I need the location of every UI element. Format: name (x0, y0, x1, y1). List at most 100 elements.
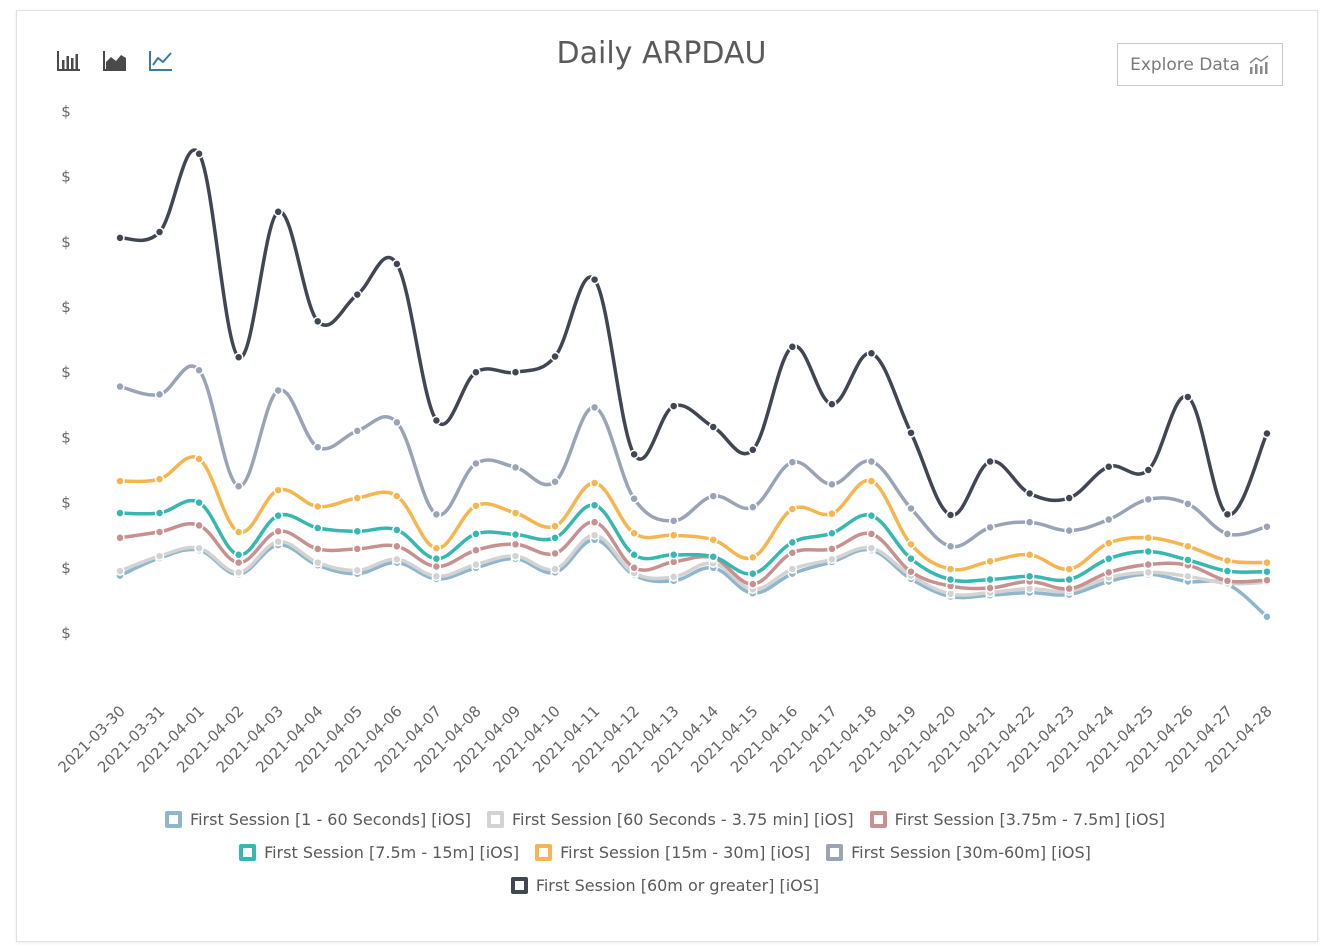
data-point (787, 564, 798, 574)
data-point (1262, 428, 1272, 439)
data-point (589, 402, 600, 413)
data-point (352, 565, 363, 576)
y-tick-label: $ (61, 624, 71, 642)
area-chart-type-button[interactable] (102, 47, 128, 73)
data-point (668, 516, 679, 526)
data-point (1222, 566, 1233, 576)
data-point (313, 523, 323, 533)
data-point (1183, 571, 1193, 582)
data-point (906, 428, 916, 438)
data-point (194, 497, 204, 508)
explore-data-label: Explore Data (1130, 54, 1240, 75)
legend-swatch (486, 811, 504, 828)
legend-item-series-2[interactable]: First Session [60 Seconds - 3.75 min] [i… (486, 810, 854, 829)
data-point (629, 493, 639, 504)
data-point (115, 508, 125, 518)
data-point (471, 367, 481, 377)
legend-item-series-1[interactable]: First Session [1 - 60 Seconds] [iOS] (165, 810, 471, 829)
bar-chart-type-button[interactable] (56, 47, 82, 73)
data-point (1143, 567, 1154, 578)
series-7 (115, 148, 1272, 520)
data-point (1143, 546, 1154, 557)
data-point (708, 535, 718, 545)
data-point (510, 551, 521, 561)
data-point (708, 551, 718, 562)
data-point (1064, 493, 1074, 503)
line-chart-type-button[interactable] (148, 47, 174, 73)
series-6 (115, 364, 1272, 552)
data-point (708, 491, 718, 501)
data-point (550, 351, 560, 362)
chart-legend: First Session [1 - 60 Seconds] [iOS] Fir… (40, 803, 1290, 902)
data-point (787, 548, 798, 558)
data-point (1064, 583, 1074, 594)
data-point (431, 543, 442, 553)
series-4 (115, 497, 1272, 585)
data-point (906, 539, 916, 550)
explore-data-button[interactable]: Explore Data (1117, 43, 1283, 86)
data-point (1262, 611, 1272, 622)
data-point (945, 574, 956, 585)
data-point (827, 399, 837, 409)
legend-item-series-5[interactable]: First Session [15m - 30m] [iOS] (535, 843, 810, 862)
data-point (1104, 553, 1114, 564)
data-point (1104, 567, 1114, 578)
data-point (194, 543, 204, 553)
data-point (115, 233, 125, 243)
legend-label: First Session [15m - 30m] [iOS] (560, 843, 811, 862)
data-point (668, 550, 679, 560)
y-tick-label: $ (61, 233, 71, 251)
data-point (1262, 566, 1272, 577)
legend-swatch (826, 844, 844, 861)
data-point (787, 504, 798, 514)
data-point (1262, 557, 1272, 568)
data-point (748, 579, 758, 589)
data-point (866, 510, 877, 521)
data-point (906, 503, 916, 514)
legend-item-series-4[interactable]: First Session [7.5m - 15m] [iOS] (239, 843, 519, 862)
data-point (194, 365, 204, 375)
data-point (1143, 494, 1154, 505)
data-point (115, 381, 125, 392)
data-point (154, 527, 165, 537)
data-point (510, 539, 521, 550)
data-point (115, 566, 125, 576)
data-point (827, 479, 837, 490)
data-point (431, 415, 442, 426)
data-point (945, 589, 956, 599)
data-point (233, 557, 244, 568)
data-point (748, 568, 758, 579)
data-point (1143, 465, 1154, 475)
data-point (945, 541, 956, 552)
data-point (1024, 488, 1035, 499)
data-point (787, 457, 798, 467)
data-point (313, 544, 323, 554)
legend-item-series-7[interactable]: First Session [60m or greater] [iOS] (510, 876, 819, 895)
legend-label: First Session [60 Seconds - 3.75 min] [i… (511, 810, 854, 829)
data-point (1104, 514, 1114, 525)
chart-card (16, 10, 1318, 942)
legend-item-series-3[interactable]: First Session [3.75m - 7.5m] [iOS] (869, 810, 1165, 829)
data-point (1183, 555, 1193, 565)
legend-label: First Session [7.5m - 15m] [iOS] (264, 843, 520, 862)
series-line (118, 148, 1269, 517)
data-point (1222, 555, 1233, 566)
data-point (352, 289, 363, 300)
legend-item-series-6[interactable]: First Session [30m-60m] [iOS] (826, 843, 1091, 862)
data-point (1143, 533, 1154, 543)
y-tick-label: $ (61, 298, 71, 316)
data-point (1024, 550, 1035, 560)
data-point (510, 529, 521, 540)
data-point (233, 481, 244, 492)
legend-row: First Session [7.5m - 15m] [iOS] First S… (40, 836, 1290, 869)
data-point (589, 478, 600, 488)
data-point (233, 352, 244, 362)
data-point (550, 521, 560, 531)
data-point (1024, 517, 1035, 527)
legend-label: First Session [1 - 60 Seconds] [iOS] (190, 810, 471, 829)
data-point (313, 442, 323, 452)
data-point (629, 550, 639, 560)
legend-swatch (239, 844, 257, 861)
chart-title: Daily ARPDAU (556, 36, 767, 71)
data-point (1064, 564, 1074, 574)
